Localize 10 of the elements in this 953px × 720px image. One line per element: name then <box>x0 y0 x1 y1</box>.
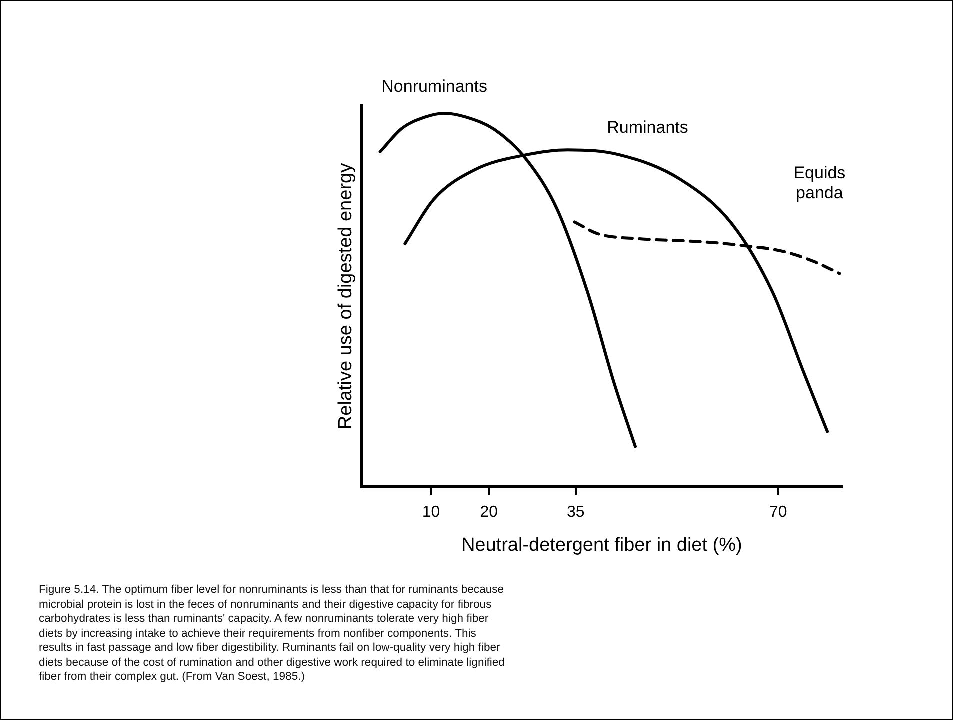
x-tick-label: 35 <box>566 504 585 522</box>
x-axis-title: Neutral-detergent fiber in diet (%) <box>461 534 742 556</box>
y-axis-title: Relative use of digested energy <box>336 162 357 430</box>
series-label: Ruminants <box>607 118 688 137</box>
x-tick-label: 20 <box>480 504 498 522</box>
x-tick-label: 70 <box>769 504 788 522</box>
x-tick-label: 10 <box>422 504 440 522</box>
caption: Figure 5.14. The optimum fiber level for nonruminants is less than that for ruminants because microbial protein is lost in the feces of nonruminants and their digestive capacity for fibrous carbohydrates is less than ruminants' capacity. A few nonruminants tolerate very high fiber diets by increasing intake to achieve their requirements from nonfiber components. This results in fast passage and low fiber digestibility. Ruminants fail on low-quality very high fiber diets because of the cost of rumination and other digestive work required to eliminate lignified fiber from their complex gut. (From Van Soest, 1985.) <box>39 583 506 684</box>
series-label: Nonruminants <box>382 77 488 96</box>
text: Equids panda <box>794 163 846 202</box>
